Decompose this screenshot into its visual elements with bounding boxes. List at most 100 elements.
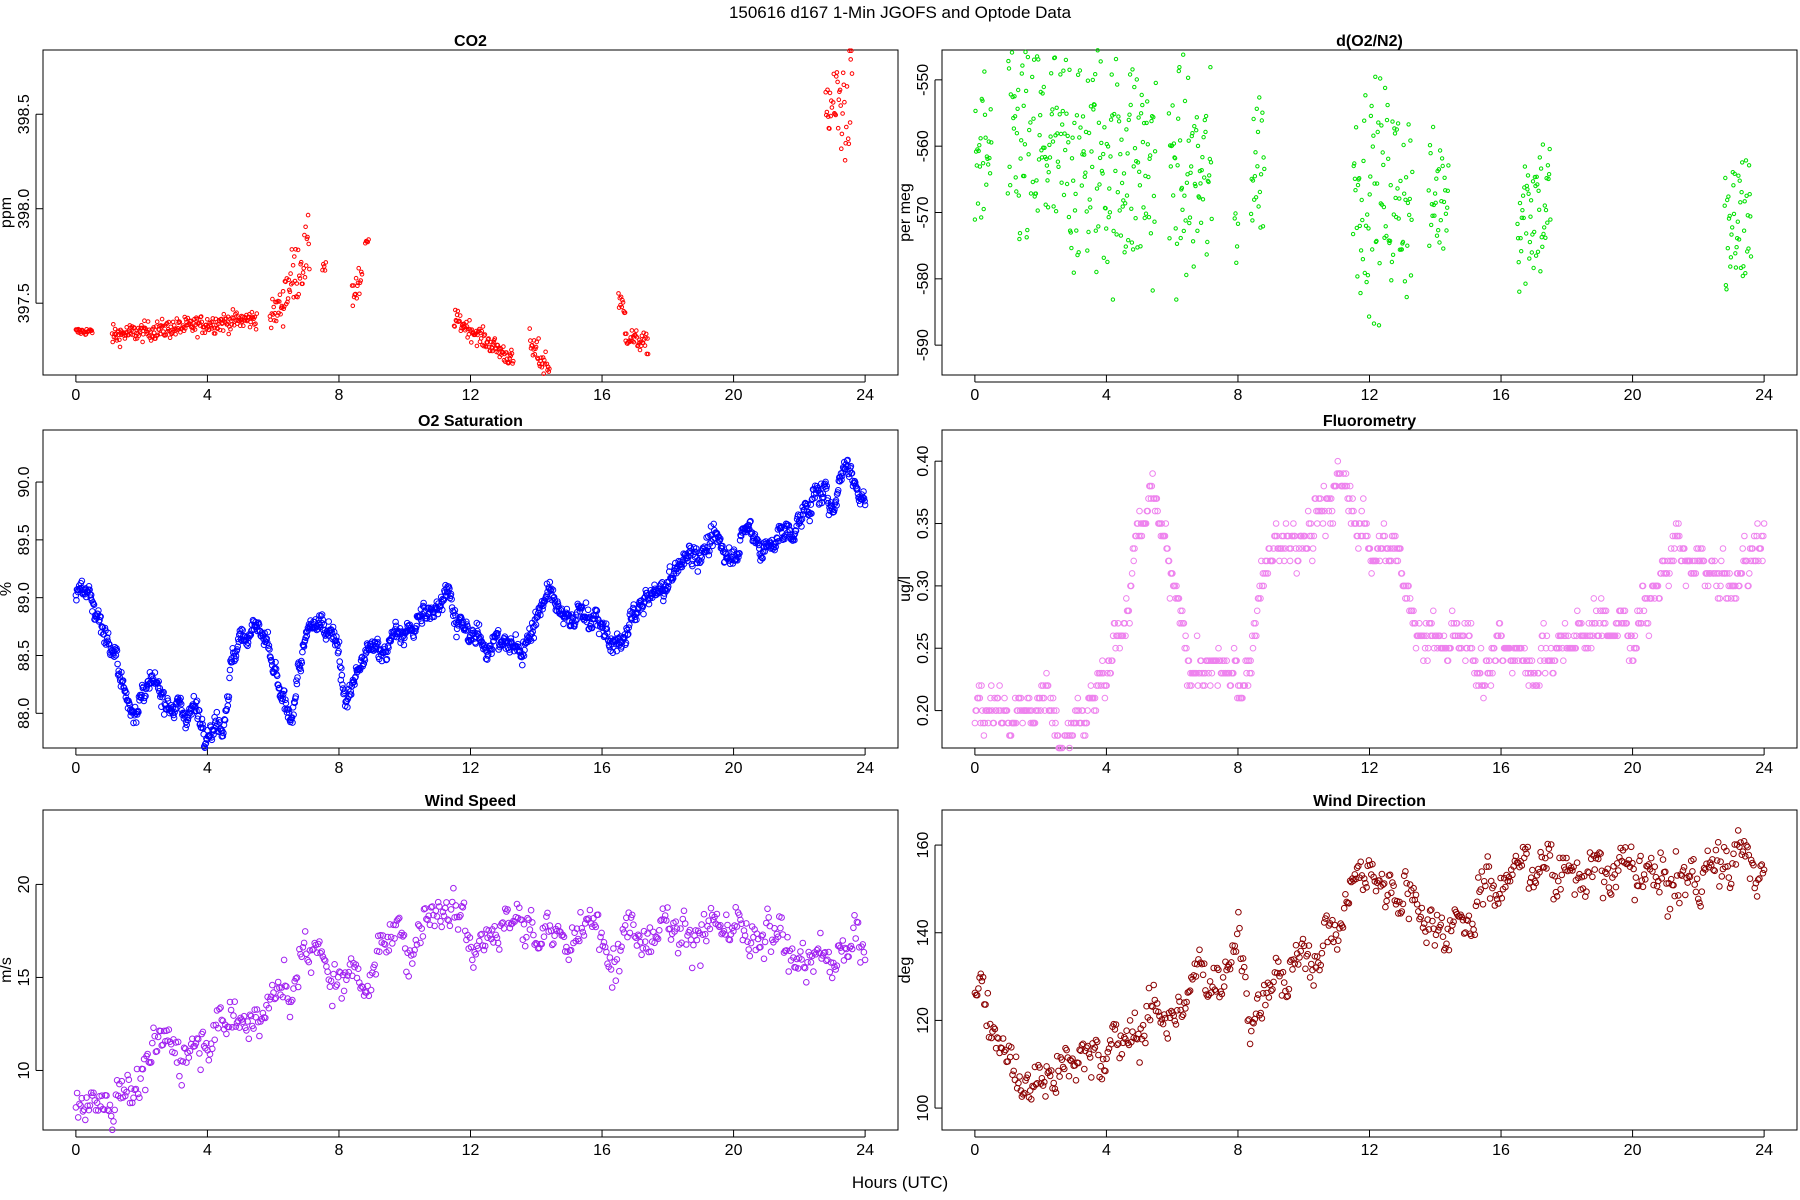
data-point — [243, 1027, 250, 1034]
data-point — [244, 1018, 251, 1025]
data-point — [812, 951, 820, 958]
data-point — [1387, 545, 1394, 552]
data-point — [1602, 620, 1609, 627]
data-point — [1109, 657, 1116, 665]
data-point — [1013, 175, 1018, 180]
data-point — [1636, 607, 1644, 615]
data-point — [1141, 120, 1147, 126]
data-point — [833, 962, 841, 970]
data-point — [251, 1006, 258, 1014]
data-point — [1584, 644, 1592, 652]
data-point — [821, 949, 829, 956]
data-point — [292, 693, 300, 700]
data-point — [1194, 115, 1200, 120]
data-point — [181, 328, 187, 334]
data-point — [747, 517, 754, 525]
data-point — [1527, 669, 1535, 677]
data-point — [1409, 217, 1414, 223]
data-point — [713, 910, 721, 918]
data-point — [1387, 240, 1392, 246]
data-point — [626, 929, 634, 937]
x-tick-label: 8 — [335, 760, 344, 777]
data-point — [1670, 557, 1677, 565]
data-point — [600, 939, 608, 946]
x-tick-label: 12 — [1361, 760, 1379, 777]
data-point — [1486, 895, 1494, 902]
data-point — [1048, 1067, 1055, 1074]
data-point — [1088, 205, 1093, 210]
y-tick-label: -570 — [915, 196, 932, 228]
data-point — [1202, 175, 1207, 180]
data-point — [783, 947, 790, 954]
data-point — [1024, 235, 1029, 240]
data-point — [817, 929, 824, 937]
data-point — [1179, 1011, 1187, 1019]
data-point — [1098, 1075, 1106, 1083]
data-point — [713, 530, 721, 537]
data-point — [1282, 520, 1290, 527]
data-point — [532, 352, 538, 357]
data-point — [1525, 885, 1533, 892]
data-point — [76, 1100, 83, 1108]
data-point — [1467, 620, 1475, 627]
data-point — [474, 627, 481, 635]
data-point — [1464, 917, 1471, 924]
data-point — [1108, 154, 1113, 159]
data-point — [440, 596, 448, 603]
data-point — [1131, 1009, 1139, 1017]
data-point — [1233, 930, 1241, 938]
data-point — [1002, 1046, 1009, 1054]
data-point — [610, 945, 617, 952]
data-point — [1296, 954, 1303, 961]
data-point — [1547, 146, 1552, 152]
data-point — [200, 330, 205, 336]
data-point — [1019, 138, 1024, 143]
data-point — [519, 661, 526, 669]
data-point — [210, 1022, 217, 1029]
data-point — [541, 923, 549, 930]
data-point — [1731, 211, 1737, 217]
data-point — [1253, 995, 1261, 1002]
data-point — [1546, 172, 1552, 177]
data-point — [1351, 163, 1356, 169]
data-point — [1177, 65, 1182, 70]
data-point — [288, 271, 293, 276]
data-point — [1525, 173, 1531, 178]
data-point — [1269, 557, 1277, 565]
x-tick-label: 0 — [71, 760, 80, 777]
data-point — [1638, 877, 1646, 884]
data-point — [692, 545, 700, 552]
figure-title: 150616 d167 1-Min JGOFS and Optode Data — [729, 3, 1072, 22]
data-point — [975, 682, 983, 689]
data-point — [1086, 229, 1091, 235]
data-point — [1390, 119, 1395, 124]
data-point — [1175, 163, 1180, 168]
data-point — [1588, 620, 1596, 627]
data-point — [659, 905, 667, 913]
data-point — [281, 306, 287, 312]
y-axis-label: deg — [897, 957, 914, 984]
data-point — [282, 699, 290, 707]
data-point — [413, 941, 421, 948]
data-point — [373, 640, 381, 647]
data-point — [1438, 914, 1446, 922]
data-point — [149, 1039, 156, 1047]
data-point — [674, 949, 682, 957]
data-point — [975, 985, 982, 992]
data-point — [651, 939, 658, 947]
data-point — [854, 919, 862, 926]
data-point — [1478, 868, 1486, 875]
data-point — [982, 69, 987, 74]
data-point — [216, 1005, 223, 1013]
data-point — [1163, 1030, 1170, 1037]
y-axis-label: ug/l — [897, 576, 914, 602]
data-point — [354, 965, 362, 973]
data-point — [823, 482, 831, 490]
x-tick-label: 12 — [462, 387, 480, 404]
data-point — [603, 625, 611, 633]
data-point — [1520, 193, 1526, 198]
data-point — [1188, 682, 1195, 689]
data-point — [1522, 164, 1528, 169]
data-point — [488, 650, 495, 658]
x-tick-label: 24 — [856, 1142, 874, 1159]
